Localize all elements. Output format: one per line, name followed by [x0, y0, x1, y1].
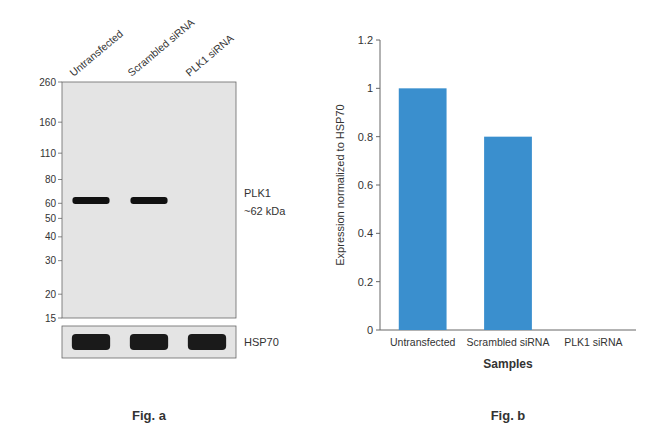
- chart-root: 260 160 110 80 60 50 40 30 20 15 Untransfected Scra…: [0, 0, 650, 443]
- y-tick: [58, 122, 62, 123]
- y-tick-label: 0.6: [358, 179, 373, 191]
- band: [130, 197, 167, 204]
- gel-frame: [62, 82, 236, 318]
- loading-band: [188, 334, 226, 350]
- y-tick: [58, 218, 62, 219]
- y-axis-label: Expression normalized to HSP70: [334, 104, 346, 265]
- y-tick: [58, 203, 62, 204]
- y-tick-label: 160: [39, 117, 56, 128]
- band-label: PLK1: [244, 187, 271, 199]
- y-tick-label: 0.4: [358, 227, 373, 239]
- y-tick-label: 0.8: [358, 131, 373, 143]
- band: [72, 197, 109, 204]
- y-tick: [58, 236, 62, 237]
- y-tick: [58, 260, 62, 261]
- y-tick-label: 60: [45, 198, 57, 209]
- bar: [399, 88, 447, 330]
- x-tick-label: Untransfected: [390, 336, 456, 348]
- y-tick-label: 15: [45, 313, 57, 324]
- y-tick-label: 20: [45, 289, 57, 300]
- y-tick-label: 30: [45, 255, 57, 266]
- y-tick: [376, 330, 380, 331]
- blot-panel: 26016011080605040302015UntransfectedScra…: [39, 16, 286, 423]
- y-tick-label: 110: [40, 148, 56, 159]
- lane-label: PLK1 siRNA: [183, 32, 235, 79]
- bar-panel: 0 0.2 0.4 0.6 0.8 1 1.2 Untransfected Scrambled …: [334, 34, 636, 423]
- y-tick-label: 260: [39, 77, 56, 88]
- y-tick-label: 0: [367, 324, 373, 336]
- chart-title: Fig. b: [491, 408, 526, 423]
- x-axis-label: Samples: [483, 357, 533, 371]
- y-tick: [58, 153, 62, 154]
- y-tick: [376, 40, 380, 41]
- y-tick-label: 40: [45, 231, 57, 242]
- bar: [569, 330, 617, 331]
- chart-title: Fig. a: [132, 408, 167, 423]
- band-group: [72, 197, 167, 204]
- y-tick: [376, 233, 380, 234]
- y-tick: [58, 179, 62, 180]
- annotation: ~62 kDa: [244, 205, 286, 217]
- y-tick: [58, 294, 62, 295]
- lane-label: Untransfected: [67, 27, 125, 78]
- y-tick-label: 1.2: [358, 34, 373, 46]
- x-tick-label: PLK1 siRNA: [564, 336, 622, 348]
- y-tick-label: 80: [45, 174, 57, 185]
- annotation: HSP70: [244, 336, 279, 348]
- loading-band: [72, 334, 110, 350]
- y-tick: [376, 281, 380, 282]
- y-tick-label: 50: [45, 213, 57, 224]
- x-tick-label: Scrambled siRNA: [467, 336, 550, 348]
- loading-frame: [62, 326, 236, 358]
- loading-band: [130, 334, 168, 350]
- y-tick: [58, 82, 62, 83]
- bar: [484, 137, 532, 330]
- y-tick-label: 1: [367, 82, 373, 94]
- y-tick: [376, 136, 380, 137]
- y-tick: [58, 318, 62, 319]
- y-tick: [376, 88, 380, 89]
- y-tick-label: 0.2: [358, 276, 373, 288]
- bar-group: [399, 88, 532, 330]
- y-tick: [376, 185, 380, 186]
